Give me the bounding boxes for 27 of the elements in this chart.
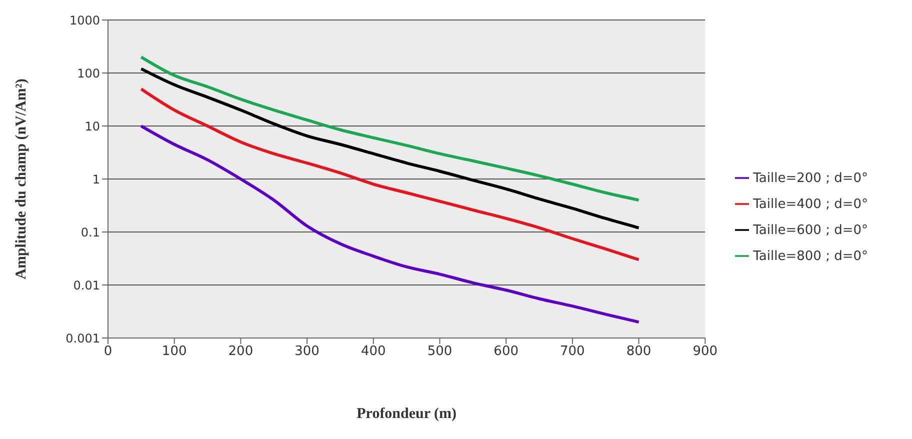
x-tick-label: 900: [692, 344, 718, 360]
x-tick-label: 700: [560, 344, 585, 360]
legend-label: Taille=800 ; d=0°: [753, 249, 868, 264]
x-tick-label: 0: [104, 344, 112, 360]
legend-label: Taille=600 ; d=0°: [753, 223, 868, 238]
x-tick-label: 100: [162, 344, 187, 360]
x-tick-label: 800: [626, 344, 652, 360]
y-tick-label: 1000: [69, 13, 100, 28]
x-tick-label: 400: [360, 344, 386, 360]
line-series: [140, 67, 640, 230]
y-tick-label: 10: [84, 119, 100, 134]
y-axis-title: Amplitude du champ (nV/Am²): [13, 78, 30, 280]
y-tick-label: 0.01: [73, 278, 100, 292]
line-series: [140, 87, 640, 262]
y-tick-label: 1: [92, 172, 100, 186]
line-series: [140, 56, 640, 202]
legend-label: Taille=400 ; d=0°: [753, 197, 868, 212]
y-tick-label: 100: [77, 66, 100, 80]
x-tick-label: 200: [228, 344, 254, 360]
y-tick-label: 0.1: [80, 225, 100, 240]
x-tick-label: 500: [427, 344, 452, 360]
x-axis-title: Profondeur (m): [356, 406, 456, 422]
y-tick-label: 0.001: [66, 331, 100, 346]
legend-label: Taille=200 ; d=0°: [753, 171, 868, 186]
x-tick-label: 300: [294, 344, 320, 360]
x-tick-label: 600: [494, 344, 519, 360]
line-series: [140, 124, 640, 324]
